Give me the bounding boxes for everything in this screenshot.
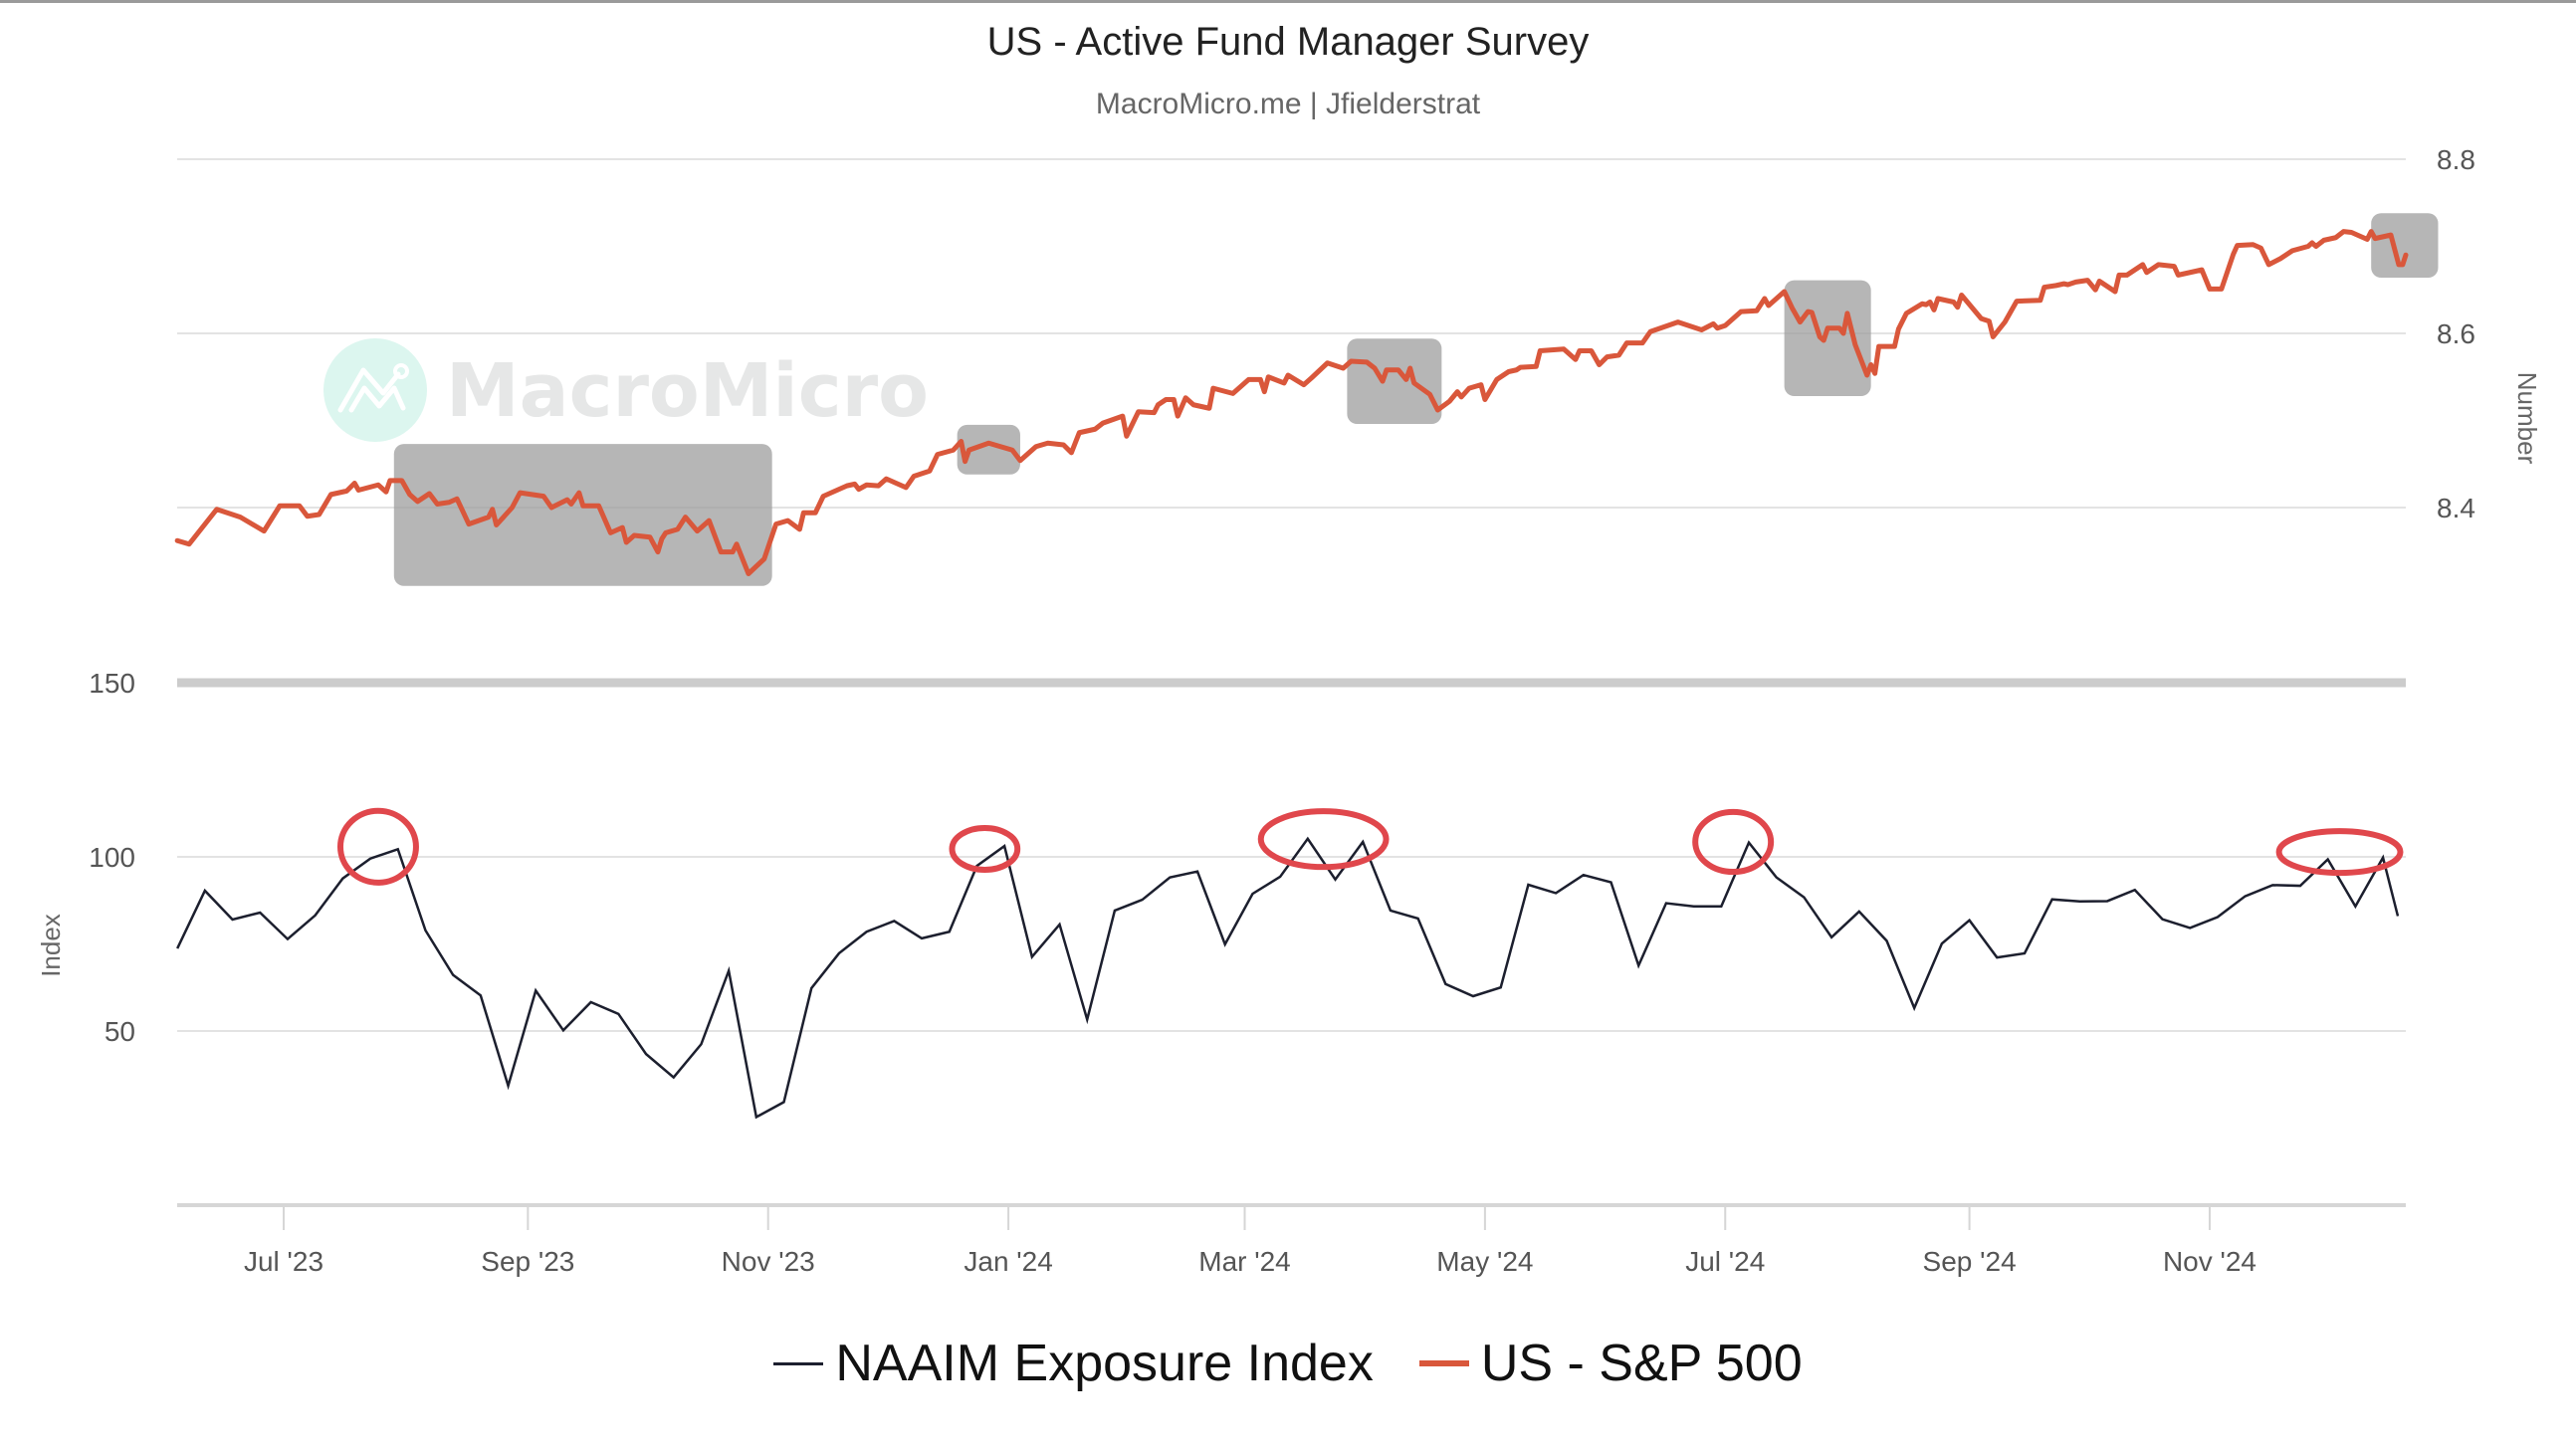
top-y-tick-label: 8.4: [2437, 493, 2475, 523]
naaim-line: [176, 836, 2400, 1120]
top-y-tick-label: 8.8: [2437, 144, 2475, 175]
bottom-pane-grid: 150 100 50: [89, 668, 2406, 1047]
x-tick-label: Jul '24: [1685, 1246, 1765, 1277]
x-tick-label: Mar '24: [1198, 1246, 1291, 1277]
legend-item-sp500[interactable]: US - S&P 500: [1418, 1334, 1803, 1393]
watermark: MacroMicro: [323, 338, 929, 442]
legend: NAAIM Exposure Index US - S&P 500: [0, 1334, 2576, 1393]
macromicro-logo-icon: [323, 338, 427, 442]
x-tick-label: Sep '24: [1923, 1246, 2017, 1277]
sp500-series: [174, 229, 2409, 576]
peak-circle: [1692, 808, 1775, 876]
peak-circle: [1257, 808, 1390, 871]
x-tick-label: Nov '24: [2163, 1246, 2256, 1277]
chart-title: US - Active Fund Manager Survey: [986, 20, 1590, 64]
top-y-axis-title: Number: [2512, 372, 2542, 465]
chart-subtitle: MacroMicro.me | Jfielderstrat: [1095, 88, 1481, 120]
x-tick-label: Nov '23: [722, 1246, 815, 1277]
peak-circle: [949, 824, 1021, 873]
bottom-y-axis-title: Index: [36, 914, 66, 977]
watermark-text: MacroMicro: [446, 348, 929, 434]
x-tick-label: Sep '23: [481, 1246, 574, 1277]
macromicro-logo-icon-mark: [337, 367, 401, 413]
x-tick-label: Jul '23: [244, 1246, 323, 1277]
peak-circle: [336, 807, 419, 886]
highlight-box: [1347, 338, 1442, 424]
bottom-y-tick-label: 150: [89, 668, 135, 699]
legend-swatch-sp500: [1418, 1360, 1469, 1366]
highlight-box: [957, 424, 1020, 475]
highlight-boxes: [393, 213, 2439, 586]
circled-peaks: [336, 807, 2404, 886]
highlight-box: [2371, 213, 2439, 278]
x-axis: Jul '23 Sep '23 Nov '23 Jan '24 Mar '24 May '…: [177, 1203, 2406, 1277]
peak-circle: [2275, 828, 2404, 877]
macromicro-logo-icon-mark-2: [348, 385, 406, 413]
highlight-box: [393, 444, 772, 586]
macromicro-logo-icon-dot: [393, 363, 409, 379]
legend-swatch-naaim: [773, 1361, 824, 1365]
naaim-series: [176, 836, 2400, 1120]
bottom-y-tick-label: 100: [89, 842, 135, 873]
top-pane-grid: 8.8 8.6 8.4: [177, 144, 2475, 523]
x-tick-label: Jan '24: [964, 1246, 1052, 1277]
legend-label-sp500: US - S&P 500: [1480, 1335, 1803, 1392]
x-tick-label: May '24: [1436, 1246, 1533, 1277]
highlight-box: [1784, 280, 1871, 396]
legend-item-naaim[interactable]: NAAIM Exposure Index: [773, 1334, 1374, 1393]
bottom-y-tick-label: 50: [105, 1016, 135, 1047]
legend-label-naaim: NAAIM Exposure Index: [835, 1335, 1374, 1392]
top-border: [0, 0, 2576, 3]
top-y-tick-label: 8.6: [2437, 318, 2475, 349]
